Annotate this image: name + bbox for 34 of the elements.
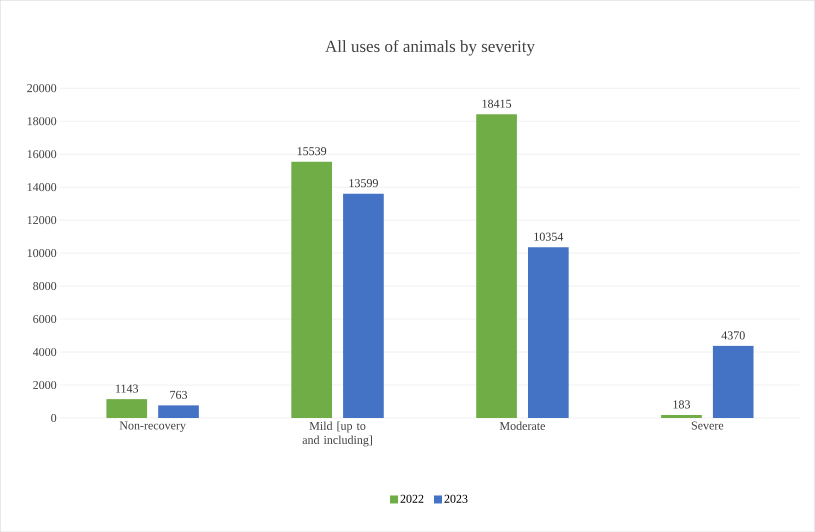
bar (712, 346, 754, 418)
bar (158, 405, 199, 418)
y-tick-label: 6000 (33, 314, 56, 324)
y-tick-label: 2000 (33, 380, 56, 389)
data-label: 13599 (349, 179, 378, 188)
x-tick-label: Severe (692, 421, 724, 430)
data-label: 15539 (298, 147, 326, 156)
y-tick-label: 0 (51, 414, 56, 422)
y-tick-label: 16000 (28, 150, 56, 158)
y-tick-label: 10000 (28, 248, 56, 258)
data-label: 1143 (116, 384, 138, 393)
bar (528, 247, 569, 418)
y-tick-label: 18000 (28, 117, 56, 126)
legend-label: 2023 (444, 494, 468, 503)
data-label: 18415 (482, 100, 512, 108)
x-tick-label: Mild [up to and including] (302, 421, 372, 446)
data-label: 183 (674, 400, 690, 408)
bar (343, 194, 384, 418)
data-label: 10354 (534, 232, 564, 241)
bar (476, 114, 517, 418)
y-tick-label: 8000 (33, 282, 56, 290)
y-tick-label: 12000 (28, 216, 56, 224)
bar (661, 414, 702, 418)
chart-title: All uses of animals by severity (325, 40, 535, 56)
bar (291, 162, 332, 418)
x-tick-label: Non-recovery (120, 421, 186, 432)
legend-label: 2022 (400, 494, 424, 503)
y-tick-label: 20000 (27, 84, 56, 92)
y-tick-label: 14000 (28, 182, 56, 192)
bar (106, 399, 148, 418)
x-tick-label: Moderate (500, 421, 546, 430)
data-label: 4370 (721, 331, 745, 340)
data-label: 763 (170, 390, 188, 399)
y-tick-label: 4000 (32, 348, 56, 356)
